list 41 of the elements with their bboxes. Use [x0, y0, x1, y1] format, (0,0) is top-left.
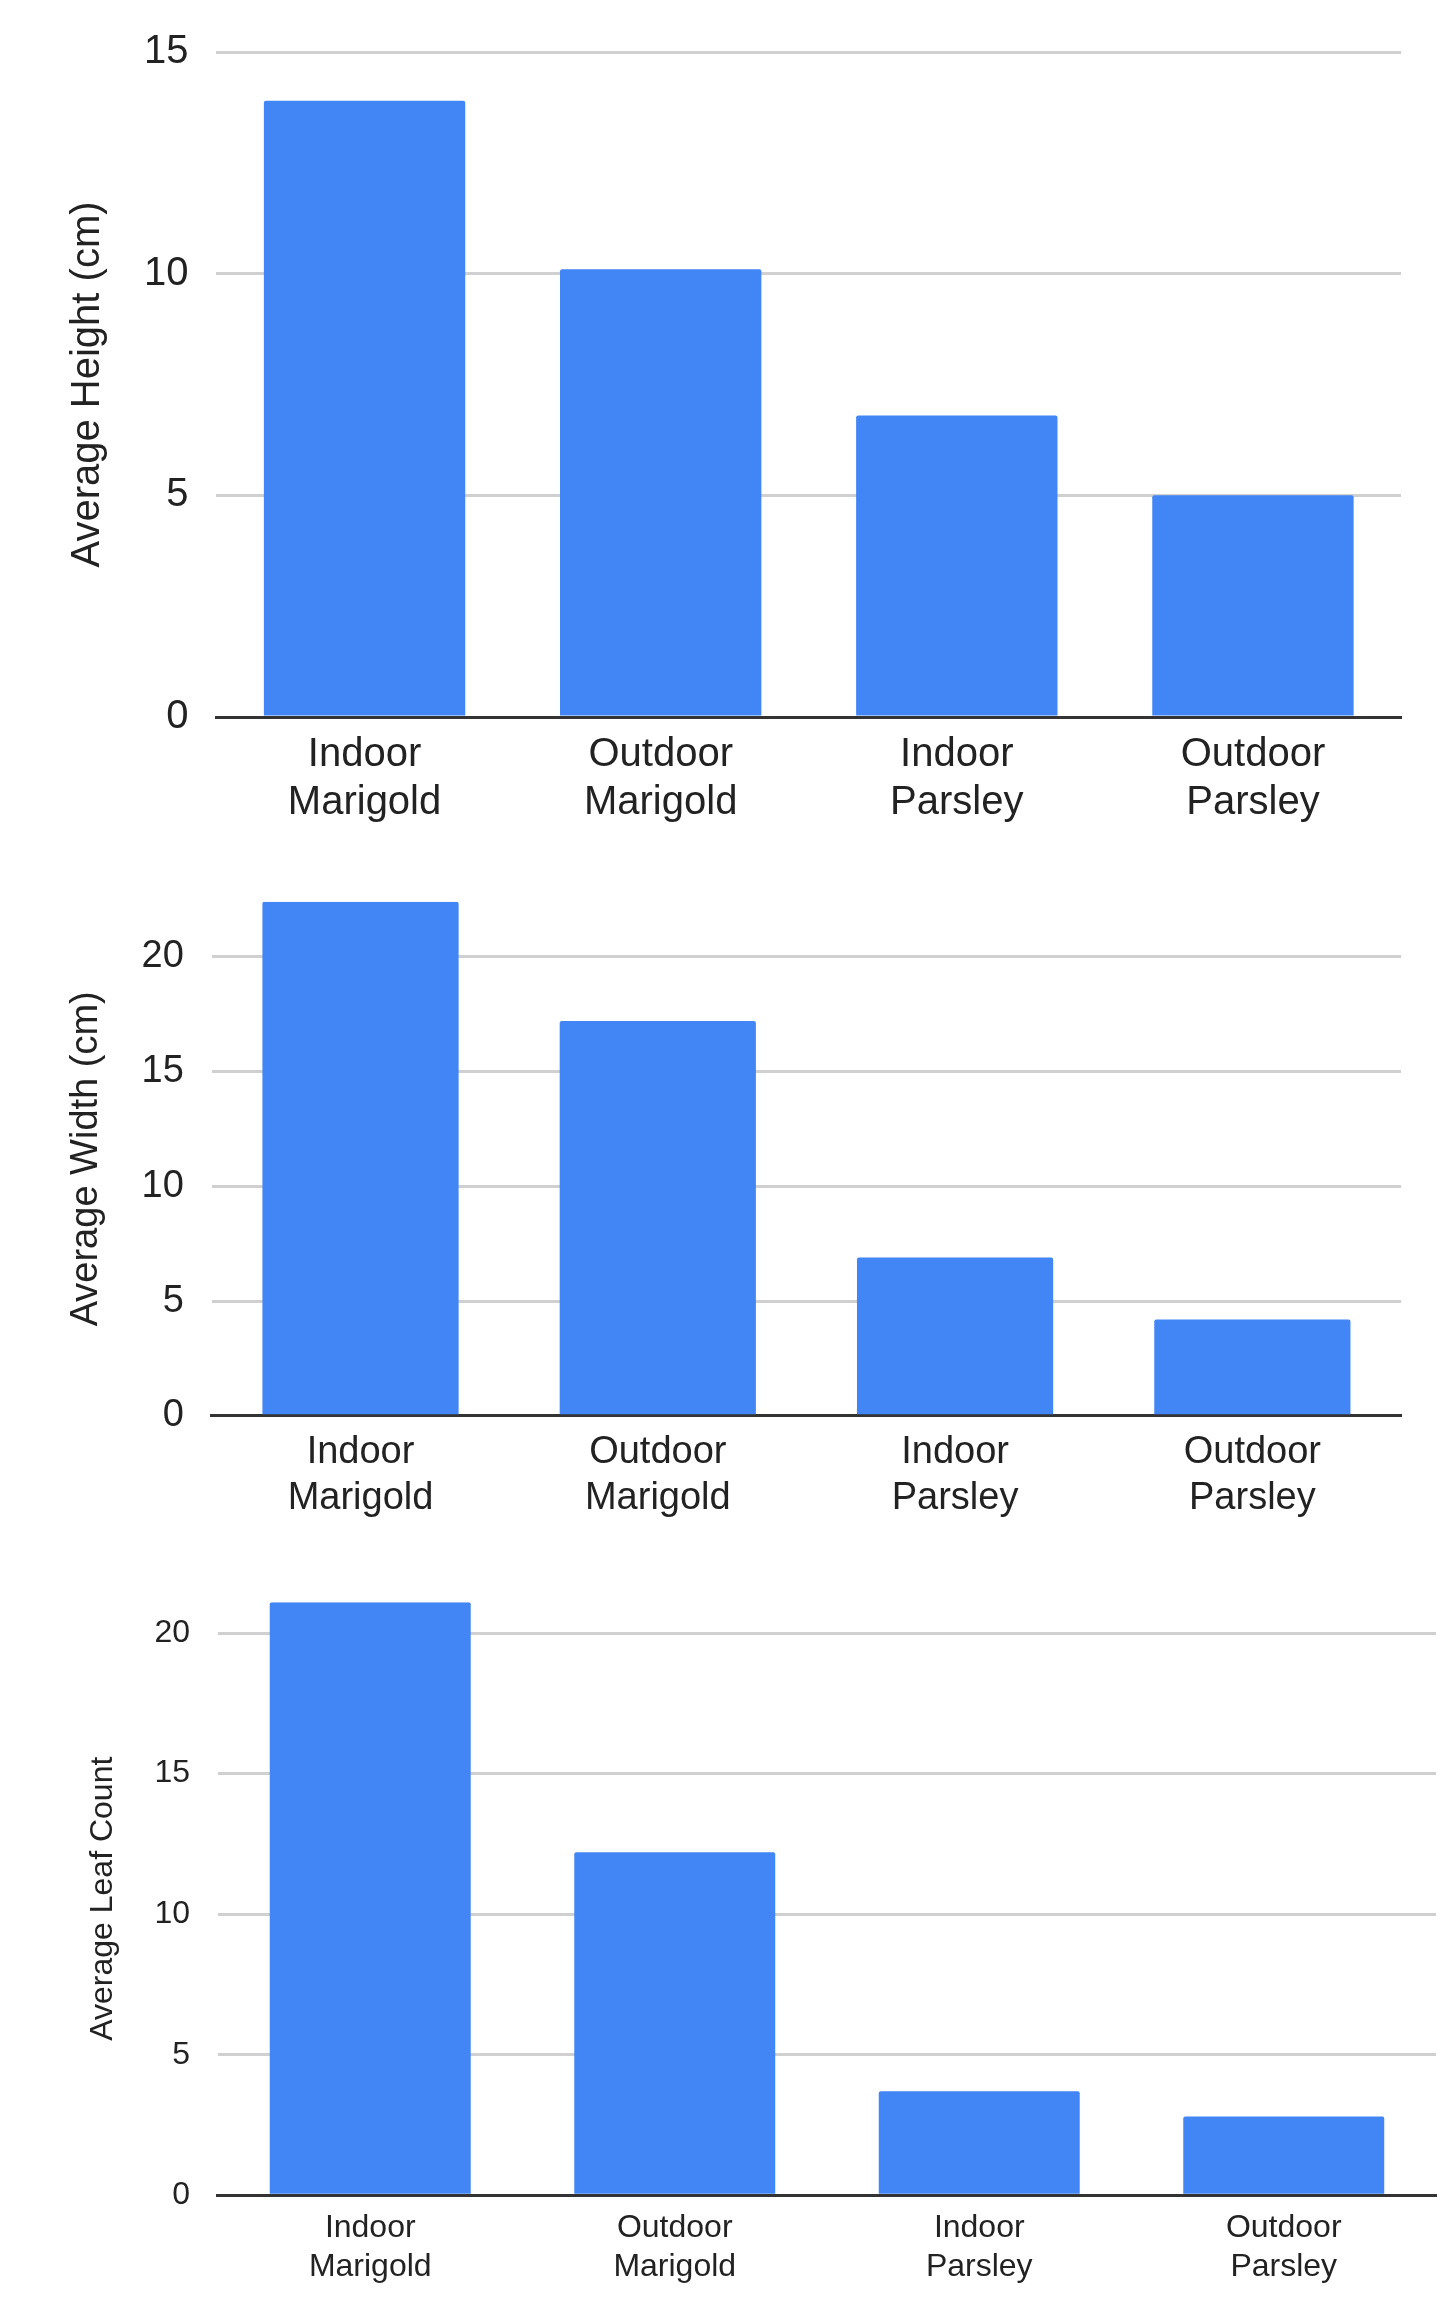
y-tick-label: 5	[166, 470, 189, 515]
bar	[878, 2091, 1080, 2194]
x-tick-label: Outdoor Marigold	[613, 2208, 737, 2283]
x-tick-label: Indoor Parsley	[890, 730, 1024, 823]
y-tick-label: 10	[154, 1893, 190, 1930]
bar	[1152, 495, 1354, 716]
bar	[856, 415, 1058, 716]
y-axis-title: Average Width (cm)	[63, 991, 106, 1327]
bar	[559, 1021, 756, 1415]
x-tick-label: Outdoor Parsley	[1225, 2208, 1342, 2283]
y-tick-label: 10	[141, 1162, 184, 1205]
y-tick-label: 0	[172, 2175, 190, 2212]
y-tick-label: 0	[166, 692, 189, 737]
x-tick-label: Outdoor Parsley	[1180, 730, 1326, 823]
bar	[856, 1257, 1054, 1415]
x-tick-label: Indoor Parsley	[891, 1429, 1019, 1517]
y-tick-label: 20	[154, 1612, 190, 1649]
y-tick-label: 5	[162, 1277, 184, 1320]
y-tick-label: 20	[141, 933, 184, 976]
y-axis-title: Average Height (cm)	[63, 201, 108, 568]
y-tick-label: 10	[143, 248, 189, 293]
bar	[1154, 1319, 1351, 1415]
y-tick-label: 15	[143, 27, 189, 72]
bar	[560, 269, 762, 716]
x-tick-label: Indoor Marigold	[287, 730, 442, 823]
y-tick-label: 5	[172, 2034, 190, 2071]
y-tick-label: 15	[154, 1753, 190, 1790]
x-tick-label: Indoor Marigold	[308, 2208, 432, 2283]
y-tick-label: 0	[162, 1392, 184, 1435]
bar	[574, 1852, 776, 2194]
bar	[262, 901, 459, 1415]
bar	[263, 100, 466, 716]
y-tick-label: 15	[141, 1048, 184, 1091]
bar	[269, 1602, 471, 2194]
bar	[1183, 2116, 1385, 2194]
x-tick-label: Outdoor Marigold	[584, 1429, 731, 1517]
x-tick-label: Indoor Marigold	[287, 1429, 434, 1517]
x-tick-label: Outdoor Marigold	[583, 730, 738, 823]
y-axis-title: Average Leaf Count	[83, 1756, 120, 2041]
x-tick-label: Outdoor Parsley	[1183, 1429, 1322, 1517]
x-tick-label: Indoor Parsley	[925, 2208, 1033, 2283]
